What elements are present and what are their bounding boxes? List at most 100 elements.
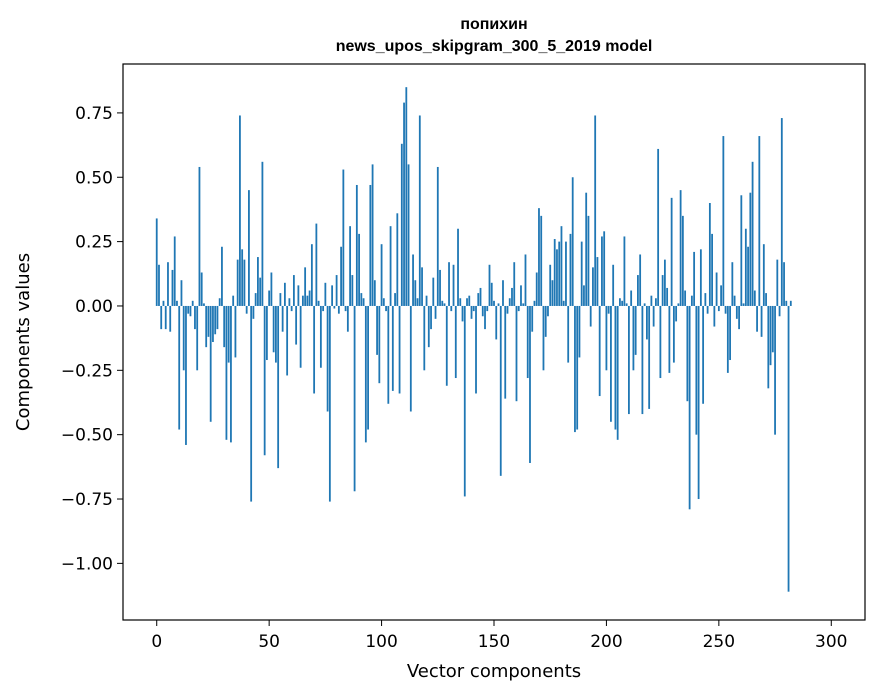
bar-224 xyxy=(659,305,662,379)
bar-257 xyxy=(733,295,736,306)
bar-159 xyxy=(513,262,516,306)
bar-189 xyxy=(580,241,583,306)
bar-175 xyxy=(549,264,552,306)
bar-75 xyxy=(324,282,327,306)
bar-11 xyxy=(180,280,183,306)
bar-234 xyxy=(681,215,684,306)
bar-99 xyxy=(378,305,381,384)
bar-101 xyxy=(382,298,385,306)
y-tick-label: 0.75 xyxy=(75,104,113,124)
bar-249 xyxy=(715,272,718,306)
bar-233 xyxy=(679,190,682,306)
bar-93 xyxy=(364,305,367,443)
bar-197 xyxy=(598,305,601,397)
bar-28 xyxy=(218,298,221,306)
bar-164 xyxy=(524,254,527,306)
x-tick-label: 200 xyxy=(590,632,622,652)
bar-68 xyxy=(308,290,311,306)
bar-5 xyxy=(167,262,169,306)
bar-121 xyxy=(427,305,430,348)
bar-221 xyxy=(652,305,655,327)
bar-12 xyxy=(182,305,185,371)
bar-143 xyxy=(477,293,480,306)
bar-54 xyxy=(277,305,280,469)
bar-156 xyxy=(506,305,509,314)
bar-144 xyxy=(479,287,482,306)
bar-281 xyxy=(787,305,790,592)
bar-202 xyxy=(610,305,612,422)
bar-138 xyxy=(466,298,468,306)
bar-201 xyxy=(607,305,610,314)
y-tick-label: 0.25 xyxy=(75,233,113,253)
bar-251 xyxy=(720,285,722,306)
bar-79 xyxy=(333,305,336,309)
bar-155 xyxy=(504,305,507,399)
bar-118 xyxy=(421,267,423,306)
bar-92 xyxy=(362,298,365,306)
bar-276 xyxy=(776,259,779,306)
bar-25 xyxy=(212,305,214,342)
bar-210 xyxy=(628,305,630,415)
plot-frame xyxy=(122,63,866,621)
bar-113 xyxy=(409,305,412,412)
bar-63 xyxy=(297,285,300,306)
bar-150 xyxy=(493,300,495,306)
bar-40 xyxy=(245,305,248,314)
bar-166 xyxy=(529,305,531,463)
bar-207 xyxy=(621,300,624,306)
bar-13 xyxy=(185,305,187,445)
bar-112 xyxy=(407,164,410,306)
bar-259 xyxy=(738,305,740,330)
bar-98 xyxy=(376,305,378,355)
bar-49 xyxy=(266,305,268,361)
bar-182 xyxy=(565,241,567,306)
bar-238 xyxy=(690,295,693,306)
bar-147 xyxy=(486,305,489,312)
bar-7 xyxy=(171,269,174,306)
bar-230 xyxy=(672,305,675,363)
bar-127 xyxy=(441,300,444,306)
bar-3 xyxy=(162,300,165,306)
bar-30 xyxy=(223,305,226,348)
bar-171 xyxy=(540,215,543,306)
bar-214 xyxy=(637,275,639,306)
y-tick-label: 0.00 xyxy=(75,297,113,317)
bar-139 xyxy=(468,295,471,306)
bar-217 xyxy=(643,303,646,306)
bar-85 xyxy=(346,305,349,332)
bar-6 xyxy=(169,305,172,332)
x-tick-label: 50 xyxy=(258,632,280,652)
bar-126 xyxy=(439,269,441,306)
bar-183 xyxy=(567,305,570,363)
bar-192 xyxy=(587,215,590,306)
bar-244 xyxy=(704,293,707,306)
bar-60 xyxy=(290,305,293,312)
bar-14 xyxy=(187,305,190,314)
bar-256 xyxy=(731,262,734,306)
bar-128 xyxy=(443,303,446,306)
bar-43 xyxy=(252,305,255,319)
bar-45 xyxy=(257,257,259,306)
bar-252 xyxy=(722,136,725,306)
bar-88 xyxy=(353,305,356,492)
bar-184 xyxy=(569,233,572,306)
bar-177 xyxy=(553,239,556,306)
bar-243 xyxy=(702,305,705,404)
bar-194 xyxy=(592,267,594,306)
bar-110 xyxy=(403,102,405,306)
bar-161 xyxy=(517,305,520,312)
bar-263 xyxy=(747,246,749,306)
bar-24 xyxy=(209,305,212,422)
bar-4 xyxy=(164,305,167,330)
bar-255 xyxy=(729,305,731,361)
bar-173 xyxy=(544,305,547,337)
bar-198 xyxy=(601,236,603,306)
bar-269 xyxy=(760,305,763,337)
bar-226 xyxy=(663,259,666,306)
bar-179 xyxy=(558,241,561,306)
bar-86 xyxy=(349,226,351,306)
bar-38 xyxy=(241,249,244,306)
bar-84 xyxy=(344,305,347,312)
bar-89 xyxy=(355,184,358,306)
